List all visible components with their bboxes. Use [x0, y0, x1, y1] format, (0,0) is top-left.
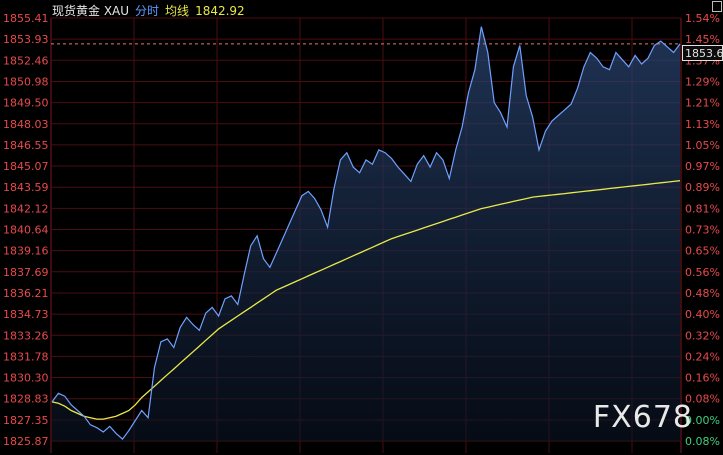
price-tick-label: 1843.59 [3, 181, 49, 194]
price-tick-label: 1855.41 [3, 12, 49, 25]
avg-value: 1842.92 [195, 4, 245, 18]
price-tick-label: 1842.12 [3, 202, 49, 215]
percent-axis: 1.54%1.45%1.37%1.29%1.21%1.13%1.05%0.97%… [685, 12, 720, 448]
percent-tick-label: 1.13% [685, 118, 720, 131]
percent-tick-label: 0.97% [685, 160, 720, 173]
price-tick-label: 1827.35 [3, 414, 49, 427]
price-tick-label: 1836.21 [3, 287, 49, 300]
percent-tick-label: 0.08% [685, 435, 720, 448]
price-tick-label: 1853.93 [3, 33, 49, 46]
price-area-fill [52, 26, 680, 441]
price-tick-label: 1839.16 [3, 245, 49, 258]
percent-tick-label: 1.05% [685, 139, 720, 152]
percent-tick-label: 1.45% [685, 33, 720, 46]
percent-tick-label: 0.40% [685, 308, 720, 321]
percent-tick-label: 0.08% [685, 393, 720, 406]
percent-tick-label: 0.73% [685, 224, 720, 237]
price-tick-label: 1845.07 [3, 160, 49, 173]
price-tick-label: 1825.87 [3, 435, 49, 448]
price-tick-label: 1850.98 [3, 75, 49, 88]
percent-tick-label: 0.00% [685, 414, 720, 427]
chart-header: 现货黄金 XAU 分时 均线 1842.92 [52, 2, 251, 19]
price-tick-label: 1831.78 [3, 350, 49, 363]
window-toggle-icon[interactable] [712, 1, 722, 12]
price-tick-label: 1833.26 [3, 329, 49, 342]
percent-tick-label: 0.81% [685, 202, 720, 215]
price-tick-label: 1846.55 [3, 139, 49, 152]
percent-tick-label: 0.65% [685, 245, 720, 258]
price-tick-label: 1830.30 [3, 372, 49, 385]
percent-tick-label: 0.89% [685, 181, 720, 194]
price-tick-label: 1828.83 [3, 393, 49, 406]
percent-tick-label: 1.54% [685, 12, 720, 25]
price-tick-label: 1848.03 [3, 118, 49, 131]
percent-tick-label: 1.21% [685, 97, 720, 110]
avg-label: 均线 [165, 4, 190, 18]
price-axis: 1855.41 1853.93 1852.46 1850.98 1849.50 1848.… [3, 12, 49, 448]
average-line [51, 180, 681, 420]
percent-tick-label: 0.16% [685, 372, 720, 385]
percent-tick-label: 0.48% [685, 287, 720, 300]
percent-tick-label: 0.24% [685, 350, 720, 363]
price-tick-label: 1834.73 [3, 308, 49, 321]
price-tick-label: 1840.64 [3, 224, 49, 237]
percent-tick-label: 1.29% [685, 75, 720, 88]
price-tick-label: 1837.69 [3, 266, 49, 279]
percent-tick-label: 0.56% [685, 266, 720, 279]
price-tick-label: 1852.46 [3, 54, 49, 67]
price-line [51, 26, 681, 440]
tab-intraday[interactable]: 分时 [135, 4, 160, 18]
instrument-name: 现货黄金 XAU [52, 4, 130, 18]
watermark-logo: FX678 [592, 400, 693, 435]
percent-tick-label: 0.32% [685, 329, 720, 342]
current-price-tag: 1853.6 [682, 45, 723, 61]
price-tick-label: 1849.50 [3, 97, 49, 110]
